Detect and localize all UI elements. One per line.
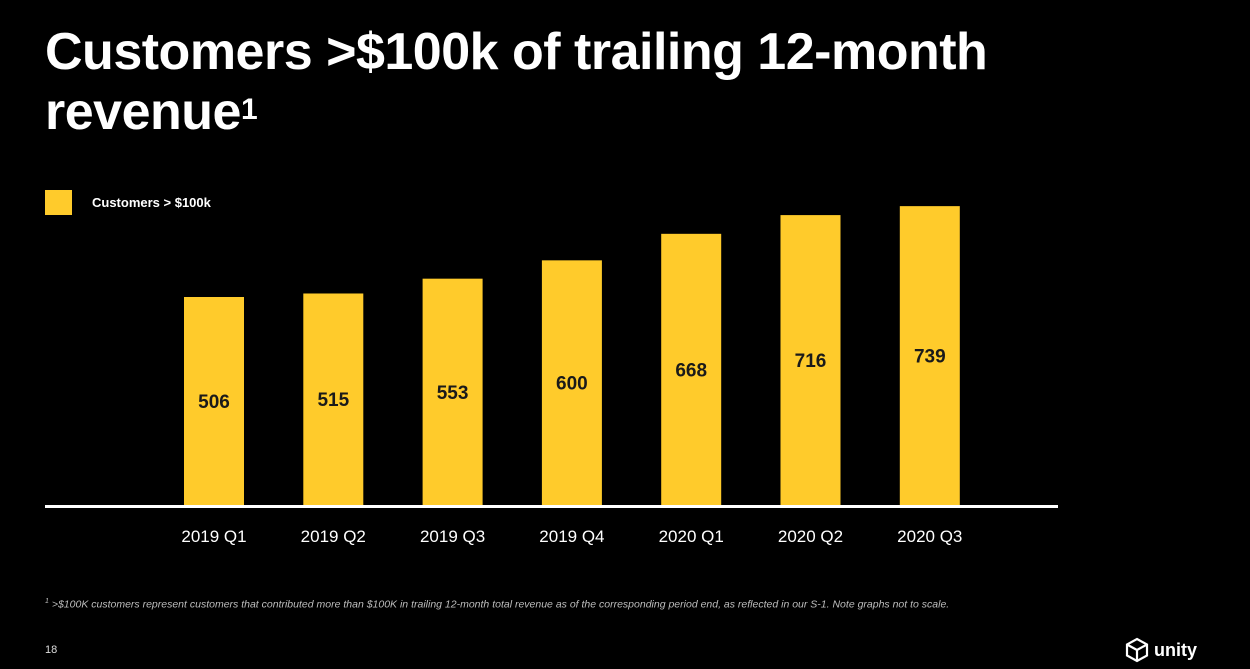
- footnote-marker: 1: [45, 598, 49, 605]
- footnote-text: >$100K customers represent customers tha…: [48, 598, 950, 611]
- x-tick-label: 2019 Q1: [181, 527, 246, 546]
- data-label: 553: [437, 383, 469, 404]
- data-label: 506: [198, 392, 230, 413]
- x-tick-label: 2020 Q1: [659, 527, 724, 546]
- x-tick-label: 2020 Q2: [778, 527, 843, 546]
- bar-2019-q3: [422, 278, 483, 505]
- bar-2020-q2: [780, 215, 841, 505]
- data-label: 716: [795, 351, 827, 372]
- page-number: 18: [45, 644, 58, 656]
- legend-swatch: [45, 190, 72, 215]
- bar-2019-q1: [184, 297, 244, 505]
- title-footnote-marker: 1: [240, 93, 258, 126]
- footnote: 1 >$100K customers represent customers t…: [45, 598, 949, 611]
- unity-cube-icon: [1125, 637, 1149, 663]
- bar-2020-q1: [661, 233, 722, 505]
- x-tick-label: 2019 Q4: [539, 527, 604, 546]
- title-text: Customers >$100k of trailing 12-month re…: [45, 23, 988, 141]
- bar-2019-q4: [541, 260, 602, 505]
- unity-logo: unity: [1124, 637, 1197, 663]
- data-label: 515: [317, 390, 349, 411]
- data-label: 739: [914, 347, 946, 368]
- x-tick-label: 2020 Q3: [897, 527, 962, 546]
- page-title: Customers >$100k of trailing 12-month re…: [45, 22, 1145, 142]
- x-tick-label: 2019 Q3: [420, 527, 485, 546]
- data-label: 668: [675, 360, 707, 381]
- x-tick-label: 2019 Q2: [301, 527, 366, 546]
- data-label: 600: [556, 374, 588, 395]
- legend-label: Customers > $100k: [92, 195, 211, 210]
- chart-legend: Customers > $100k: [45, 190, 211, 215]
- bar-2019-q2: [303, 293, 364, 505]
- bar-2020-q3: [899, 206, 960, 505]
- logo-text: unity: [1154, 639, 1197, 660]
